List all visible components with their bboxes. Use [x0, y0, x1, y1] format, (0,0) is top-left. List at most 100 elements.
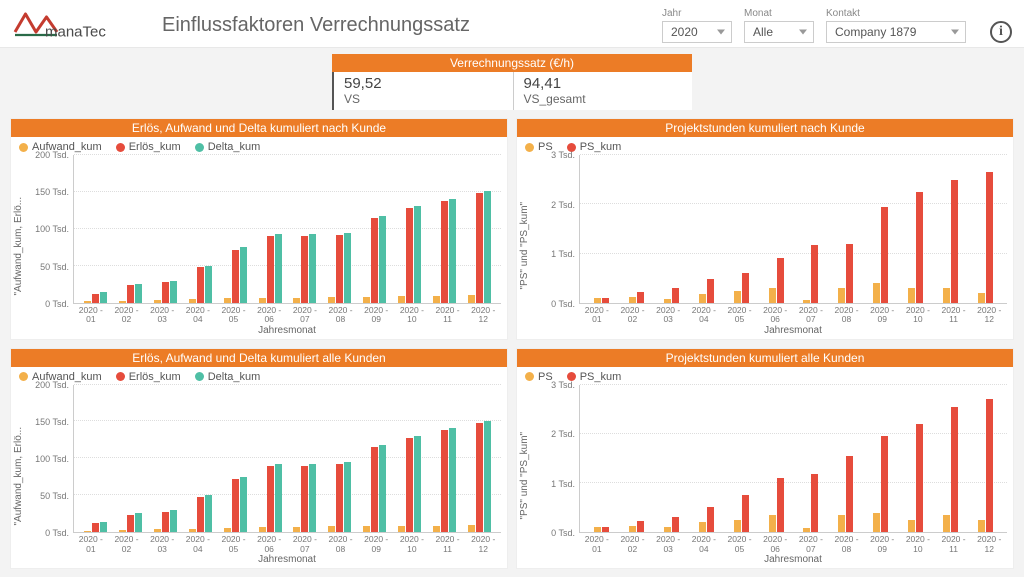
bar	[803, 300, 810, 302]
legend-swatch	[195, 372, 204, 381]
bar-group	[898, 155, 933, 303]
panel-title: Projektstunden kumuliert alle Kunden	[517, 349, 1013, 367]
bar	[336, 235, 343, 303]
x-tick: 2020 -04	[686, 304, 722, 325]
chevron-down-icon	[717, 30, 725, 35]
y-axis-label: "Aufwand_kum, Erlö...	[13, 385, 29, 567]
y-tick: 150 Tsd.	[35, 187, 69, 197]
bar	[803, 528, 810, 532]
bar	[127, 285, 134, 303]
y-tick: 100 Tsd.	[35, 224, 69, 234]
bar	[916, 424, 923, 532]
x-tick: 2020 -10	[394, 304, 430, 325]
monat-dropdown[interactable]: Alle	[744, 21, 814, 43]
bar	[189, 529, 196, 533]
x-tick: 2020 -08	[323, 533, 359, 554]
filter-kontakt: Kontakt Company 1879	[826, 8, 966, 43]
bar-group	[218, 155, 253, 303]
y-tick: 0 Tsd.	[551, 299, 575, 309]
chart-grid: Erlös, Aufwand und Delta kumuliert nach …	[0, 114, 1024, 577]
bar	[398, 296, 405, 303]
bar	[232, 479, 239, 532]
y-tick: 50 Tsd.	[40, 491, 69, 501]
x-tick: 2020 -11	[430, 304, 466, 325]
x-tick: 2020 -11	[936, 533, 972, 554]
bar-group	[654, 385, 689, 533]
x-tick: 2020 -03	[144, 533, 180, 554]
bar	[127, 515, 134, 533]
x-tick: 2020 -10	[900, 304, 936, 325]
y-tick: 0 Tsd.	[551, 528, 575, 538]
kpi-title: Verrechnungssatz (€/h)	[332, 54, 692, 72]
y-axis: 0 Tsd.50 Tsd.100 Tsd.150 Tsd.200 Tsd.	[29, 385, 73, 534]
bar-group	[148, 385, 183, 533]
bar	[602, 298, 609, 303]
filter-label: Kontakt	[826, 8, 966, 19]
x-tick: 2020 -01	[73, 304, 109, 325]
bar	[846, 456, 853, 532]
bar-group	[183, 385, 218, 533]
bar	[484, 421, 491, 533]
bar	[484, 191, 491, 303]
bar	[908, 288, 915, 303]
x-tick: 2020 -07	[793, 304, 829, 325]
kpi-values: 59,52 VS 94,41 VS_gesamt	[332, 72, 692, 110]
legend-item: PS	[525, 371, 553, 383]
bar	[100, 292, 107, 302]
bar	[881, 207, 888, 303]
bar	[873, 283, 880, 303]
info-icon[interactable]: i	[990, 21, 1012, 43]
legend-label: Delta_kum	[208, 141, 261, 153]
header: manaTec Einflussfaktoren Verrechnungssat…	[0, 0, 1024, 48]
bar-group	[113, 385, 148, 533]
x-tick: 2020 -09	[864, 304, 900, 325]
x-tick: 2020 -01	[73, 533, 109, 554]
bar-group	[724, 385, 759, 533]
bar	[293, 527, 300, 532]
filter-label: Monat	[744, 8, 814, 19]
bar	[441, 430, 448, 532]
bar	[777, 478, 784, 532]
bar	[84, 301, 91, 302]
y-tick: 3 Tsd.	[551, 380, 575, 390]
bar	[846, 244, 853, 303]
y-axis-label: "PS" und "PS_kum"	[519, 385, 535, 567]
x-tick: 2020 -11	[430, 533, 466, 554]
bar	[119, 530, 126, 532]
x-axis: 2020 -012020 -022020 -032020 -042020 -05…	[535, 533, 1007, 554]
bar	[379, 216, 386, 303]
kpi-label: VS_gesamt	[524, 92, 683, 106]
jahr-dropdown[interactable]: 2020	[662, 21, 732, 43]
dropdown-value: Alle	[753, 25, 773, 39]
bar	[476, 423, 483, 532]
bar	[986, 172, 993, 303]
bar	[629, 526, 636, 532]
bar	[433, 526, 440, 533]
bar	[838, 288, 845, 303]
bar	[449, 199, 456, 303]
bar	[594, 527, 601, 532]
bar-group	[183, 155, 218, 303]
legend-label: PS_kum	[580, 141, 622, 153]
x-tick: 2020 -07	[287, 533, 323, 554]
bar-group	[113, 155, 148, 303]
filter-monat: Monat Alle	[744, 8, 814, 43]
bar	[197, 267, 204, 302]
y-tick: 100 Tsd.	[35, 454, 69, 464]
panel-title: Erlös, Aufwand und Delta kumuliert nach …	[11, 119, 507, 137]
chart-area: "Aufwand_kum, Erlö...0 Tsd.50 Tsd.100 Ts…	[11, 155, 507, 339]
legend-item: Delta_kum	[195, 141, 261, 153]
kontakt-dropdown[interactable]: Company 1879	[826, 21, 966, 43]
bar	[371, 447, 378, 532]
legend-swatch	[19, 143, 28, 152]
bar	[406, 208, 413, 303]
legend-item: Erlös_kum	[116, 141, 181, 153]
bar	[154, 300, 161, 303]
x-axis-label: Jahresmonat	[535, 554, 1007, 566]
plot-area	[73, 385, 501, 534]
x-tick: 2020 -04	[180, 533, 216, 554]
bar-group	[392, 385, 427, 533]
bar	[838, 515, 845, 532]
bar	[916, 192, 923, 303]
chart-legend: PSPS_kum	[517, 367, 1013, 385]
